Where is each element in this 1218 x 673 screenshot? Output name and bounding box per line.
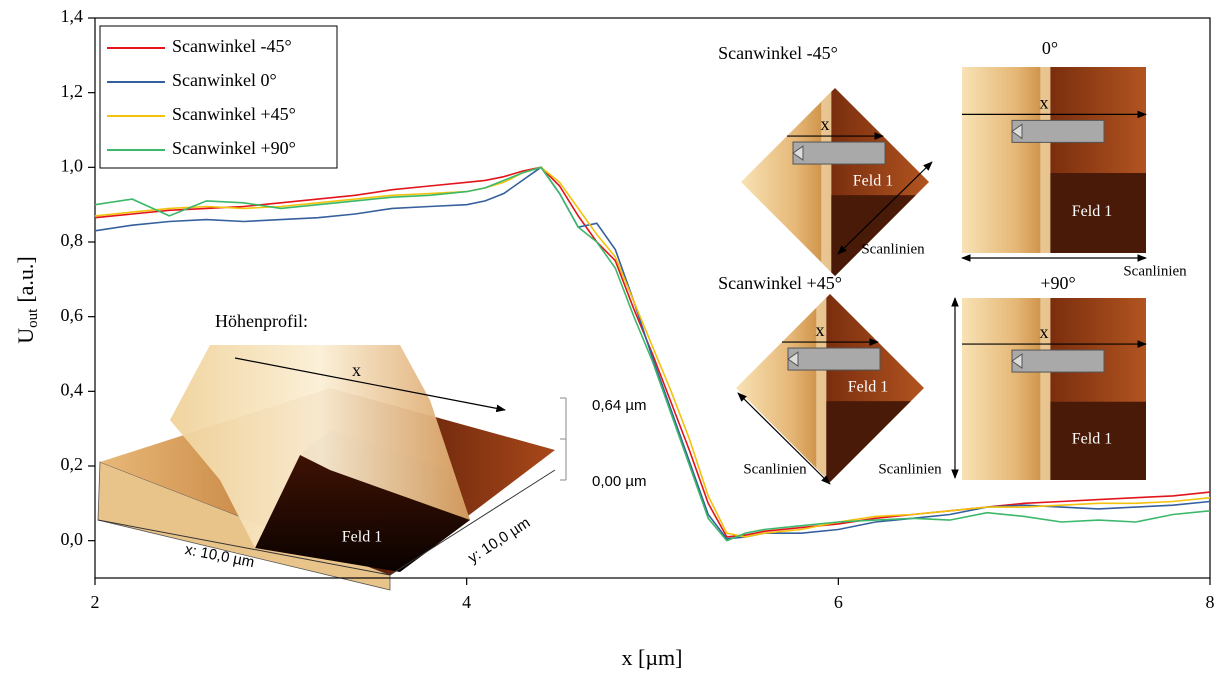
chart: Höhenprofil:xFeld 10,64 µm0,00 µmx: 10,0… [0, 0, 1218, 673]
y-label-subscript: out [25, 308, 41, 328]
legend-label: Scanwinkel -45° [172, 36, 292, 56]
scanline-label: Scanlinien [861, 241, 925, 257]
afm-light [962, 67, 1050, 253]
afm-light [741, 88, 831, 276]
afm-image [736, 294, 924, 589]
x-axis-label: x [µm] [622, 645, 683, 670]
scan-arrow-label: x [1040, 322, 1049, 342]
y-axis-label: Uout [a.u.] [13, 256, 41, 343]
scan-title: 0° [1042, 38, 1058, 58]
scan-field-label: Feld 1 [848, 379, 888, 396]
y-tick-label: 0,8 [61, 230, 84, 250]
scan-title: +90° [1040, 273, 1075, 293]
legend-label: Scanwinkel +45° [172, 104, 296, 124]
profile-field-label: Feld 1 [342, 529, 382, 546]
scan-arrow-label: x [821, 114, 830, 134]
x-tick-label: 2 [91, 592, 100, 612]
scanline-label: Scanlinien [1123, 263, 1187, 279]
scan-field-label: Feld 1 [1072, 431, 1112, 448]
scan-arrow-label: x [1040, 93, 1049, 113]
afm-darker [826, 401, 924, 589]
y-tick-label: 1,4 [61, 6, 84, 26]
probe [793, 142, 885, 164]
x-tick-label: 4 [462, 592, 471, 612]
probe [1012, 350, 1104, 372]
y-label-unit: [a.u.] [13, 256, 38, 302]
scanline-label: Scanlinien [743, 461, 807, 477]
probe [788, 348, 880, 370]
scan-arrow-label: x [816, 320, 825, 340]
y-tick-label: 0,4 [61, 379, 84, 399]
profile-y-size: y: 10,0 µm [465, 514, 533, 567]
y-tick-label: 0,2 [61, 454, 84, 474]
probe [1012, 120, 1104, 142]
scan-field-label: Feld 1 [853, 173, 893, 190]
profile-title: Höhenprofil: [215, 311, 308, 331]
profile-arrow-label: x [352, 360, 361, 380]
profile-z-min: 0,00 µm [592, 473, 647, 490]
scanline-label: Scanlinien [878, 461, 942, 477]
x-tick-label: 6 [834, 592, 843, 612]
afm-light [962, 298, 1050, 480]
y-tick-label: 0,0 [61, 529, 84, 549]
afm-image [962, 298, 1146, 584]
scan-title: Scanwinkel +45° [718, 273, 842, 293]
afm-light [736, 294, 826, 482]
y-tick-label: 1,2 [61, 81, 84, 101]
legend-label: Scanwinkel 0° [172, 70, 277, 90]
legend-label: Scanwinkel +90° [172, 138, 296, 158]
x-tick-label: 8 [1206, 592, 1215, 612]
y-label-main: U [13, 328, 38, 344]
y-tick-label: 1,0 [61, 155, 84, 175]
scan-field-label: Feld 1 [1072, 203, 1112, 220]
afm-darker [1050, 402, 1146, 584]
profile-z-max: 0,64 µm [592, 397, 647, 414]
scan-title: Scanwinkel -45° [718, 43, 838, 63]
y-tick-label: 0,6 [61, 305, 84, 325]
